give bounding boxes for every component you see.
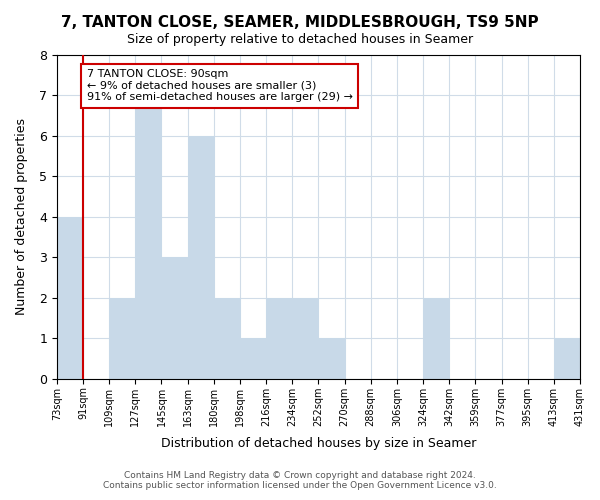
Bar <box>240 338 266 379</box>
Text: Size of property relative to detached houses in Seamer: Size of property relative to detached ho… <box>127 32 473 46</box>
Text: 7 TANTON CLOSE: 90sqm
← 9% of detached houses are smaller (3)
91% of semi-detach: 7 TANTON CLOSE: 90sqm ← 9% of detached h… <box>87 69 353 102</box>
Bar <box>136 96 161 379</box>
Y-axis label: Number of detached properties: Number of detached properties <box>15 118 28 316</box>
Bar <box>214 298 240 379</box>
Bar <box>188 136 214 379</box>
X-axis label: Distribution of detached houses by size in Seamer: Distribution of detached houses by size … <box>161 437 476 450</box>
Bar <box>292 298 319 379</box>
Bar <box>423 298 449 379</box>
Text: Contains HM Land Registry data © Crown copyright and database right 2024.
Contai: Contains HM Land Registry data © Crown c… <box>103 470 497 490</box>
Bar <box>266 298 292 379</box>
Bar <box>319 338 344 379</box>
Bar <box>554 338 580 379</box>
Text: 7, TANTON CLOSE, SEAMER, MIDDLESBROUGH, TS9 5NP: 7, TANTON CLOSE, SEAMER, MIDDLESBROUGH, … <box>61 15 539 30</box>
Bar <box>161 258 188 379</box>
Bar <box>109 298 136 379</box>
Bar <box>57 217 83 379</box>
